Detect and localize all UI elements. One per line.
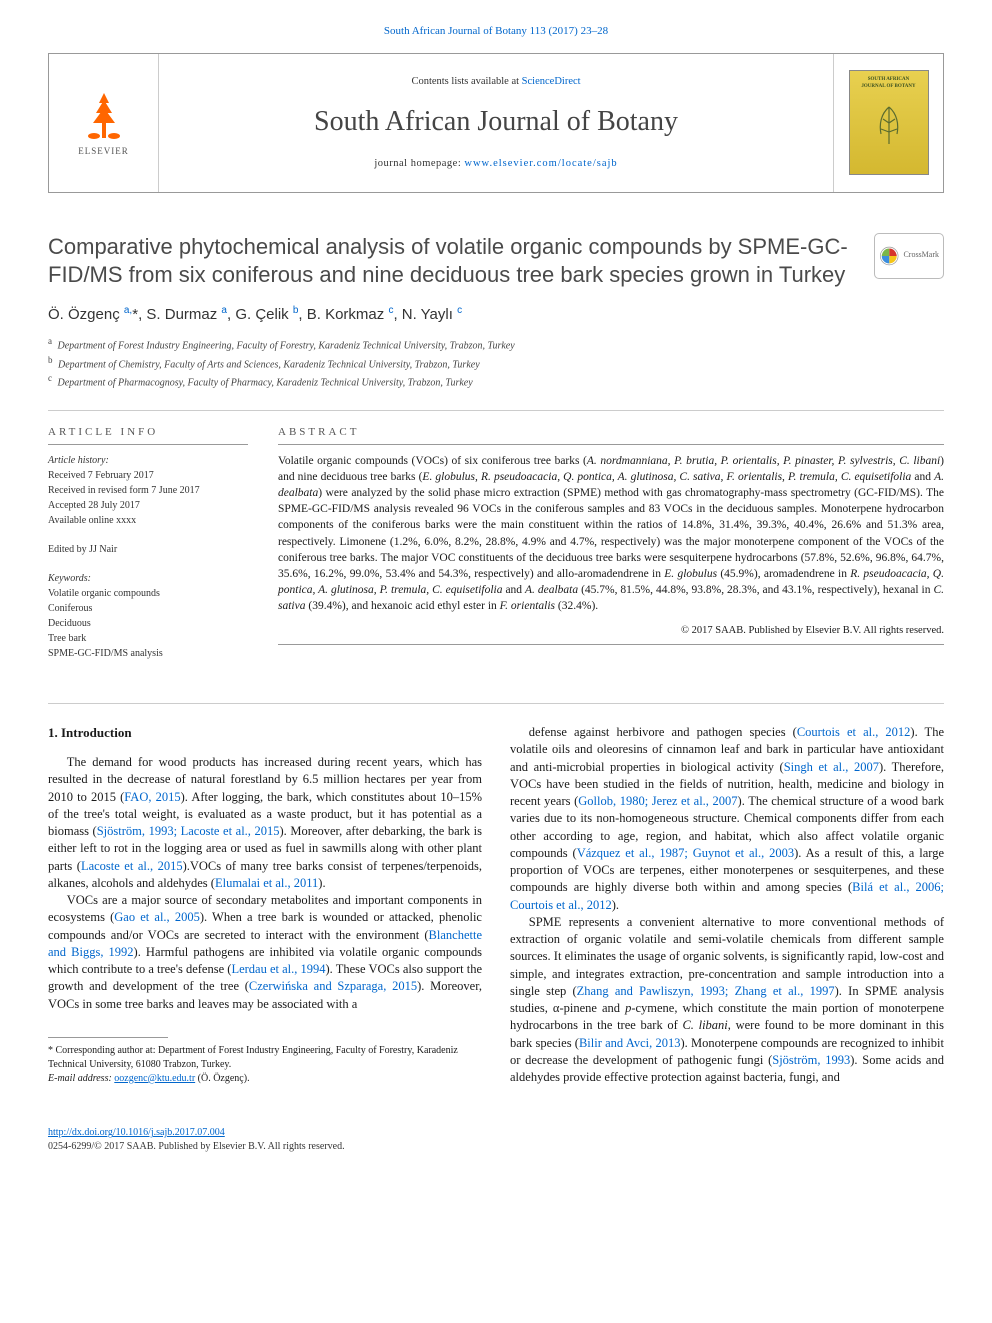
abstract-bottom-rule: [278, 644, 944, 645]
affiliation-c: c Department of Pharmacognosy, Faculty o…: [48, 372, 944, 390]
p3: defense against herbivore and pathogen s…: [510, 724, 944, 914]
kw-1: Coniferous: [48, 603, 92, 614]
kw-2: Deciduous: [48, 618, 91, 629]
journal-homepage: journal homepage: www.elsevier.com/locat…: [374, 157, 617, 171]
authors: Ö. Özgenç a,*, S. Durmaz a, G. Çelik b, …: [48, 304, 944, 325]
article-title: Comparative phytochemical analysis of vo…: [48, 233, 854, 290]
journal-reference: South African Journal of Botany 113 (201…: [48, 24, 944, 39]
corr-label: * Corresponding author at: Department of…: [48, 1045, 458, 1070]
journal-header: ELSEVIER Contents lists available at Sci…: [48, 53, 944, 193]
crossmark-text: CrossMark: [903, 250, 939, 261]
crossmark-badge[interactable]: CrossMark: [874, 233, 944, 279]
abstract-rule: [278, 444, 944, 445]
corresponding-author: * Corresponding author at: Department of…: [48, 1044, 482, 1086]
homepage-label: journal homepage:: [374, 158, 464, 169]
journal-cover-cell: SOUTH AFRICAN JOURNAL OF BOTANY: [833, 54, 943, 192]
info-abstract-row: article info Article history: Received 7…: [48, 425, 944, 675]
corr-email-link[interactable]: oozgenc@ktu.edu.tr: [114, 1073, 195, 1084]
kw-0: Volatile organic compounds: [48, 588, 160, 599]
cover-tree-icon: [869, 99, 909, 149]
contents-line: Contents lists available at ScienceDirec…: [411, 75, 580, 89]
homepage-link[interactable]: www.elsevier.com/locate/sajb: [464, 158, 617, 169]
history-0: Received 7 February 2017: [48, 470, 154, 481]
elsevier-tree-icon: [79, 88, 129, 143]
edited-by: Edited by JJ Nair: [48, 542, 248, 557]
affiliations: a Department of Forest Industry Engineer…: [48, 335, 944, 390]
article-history: Article history: Received 7 February 201…: [48, 453, 248, 528]
info-rule: [48, 444, 248, 445]
body-text: 1. Introduction The demand for wood prod…: [48, 724, 944, 1086]
divider: [48, 410, 944, 411]
history-3: Available online xxxx: [48, 515, 136, 526]
email-label: E-mail address:: [48, 1073, 112, 1084]
doi-link[interactable]: http://dx.doi.org/10.1016/j.sajb.2017.07…: [48, 1127, 225, 1138]
issn-line: 0254-6299/© 2017 SAAB. Published by Else…: [48, 1141, 345, 1152]
article-info: article info Article history: Received 7…: [48, 425, 248, 675]
affiliation-a: a Department of Forest Industry Engineer…: [48, 335, 944, 353]
history-1: Received in revised form 7 June 2017: [48, 485, 200, 496]
publisher-logo-cell: ELSEVIER: [49, 54, 159, 192]
journal-cover: SOUTH AFRICAN JOURNAL OF BOTANY: [849, 70, 929, 175]
keywords-block: Keywords: Volatile organic compounds Con…: [48, 571, 248, 661]
abstract-copyright: © 2017 SAAB. Published by Elsevier B.V. …: [278, 624, 944, 638]
sciencedirect-link[interactable]: ScienceDirect: [522, 76, 581, 87]
contents-text: Contents lists available at: [411, 76, 521, 87]
elsevier-text: ELSEVIER: [78, 145, 129, 157]
title-row: Comparative phytochemical analysis of vo…: [48, 233, 944, 290]
footnote-block: * Corresponding author at: Department of…: [48, 1037, 482, 1086]
affiliation-b: b Department of Chemistry, Faculty of Ar…: [48, 354, 944, 372]
elsevier-logo: ELSEVIER: [69, 83, 139, 163]
history-2: Accepted 28 July 2017: [48, 500, 140, 511]
abstract: abstract Volatile organic compounds (VOC…: [278, 425, 944, 675]
corr-name: (Ö. Özgenç).: [198, 1073, 250, 1084]
p1: The demand for wood products has increas…: [48, 754, 482, 892]
crossmark-icon: [879, 241, 899, 271]
journal-name: South African Journal of Botany: [314, 103, 678, 141]
section-title: 1. Introduction: [48, 724, 482, 742]
section-divider: [48, 703, 944, 704]
footnote-separator: [48, 1037, 168, 1038]
abstract-text: Volatile organic compounds (VOCs) of six…: [278, 453, 944, 614]
history-label: Article history:: [48, 455, 109, 466]
article-info-heading: article info: [48, 425, 248, 440]
p2: VOCs are a major source of secondary met…: [48, 892, 482, 1013]
cover-title-2: JOURNAL OF BOTANY: [861, 84, 915, 91]
abstract-heading: abstract: [278, 425, 944, 440]
kw-4: SPME-GC-FID/MS analysis: [48, 648, 163, 659]
p4: SPME represents a convenient alternative…: [510, 914, 944, 1087]
header-center: Contents lists available at ScienceDirec…: [159, 54, 833, 192]
keywords-label: Keywords:: [48, 573, 91, 584]
cover-title-1: SOUTH AFRICAN: [868, 77, 910, 84]
footer: http://dx.doi.org/10.1016/j.sajb.2017.07…: [48, 1126, 944, 1154]
kw-3: Tree bark: [48, 633, 86, 644]
